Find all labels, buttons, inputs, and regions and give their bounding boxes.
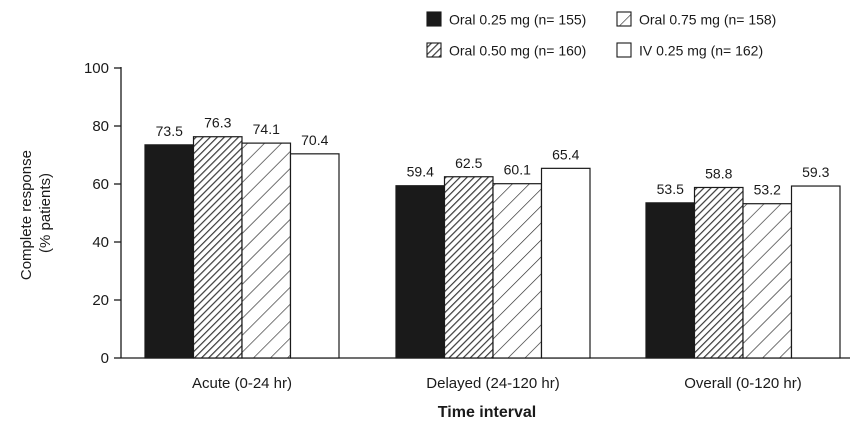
bar-value-label: 59.4 <box>407 164 434 180</box>
plot-area: 73.5 76.3 74.1 70.4 59.4 62.5 60.1 65.4 53.5 58.8… <box>144 115 841 359</box>
bar-value-label: 70.4 <box>301 132 328 148</box>
bar-value-label: 65.4 <box>552 146 579 162</box>
bar-value-label: 76.3 <box>204 115 231 131</box>
bar <box>540 167 591 359</box>
bar <box>144 144 195 359</box>
y-tick-label: 60 <box>92 176 109 193</box>
y-tick-label: 0 <box>101 350 109 367</box>
legend-label: Oral 0.25 mg (n= 155) <box>449 12 586 28</box>
x-axis: Acute (0-24 hr) Delayed (24-120 hr) Overal… <box>121 357 850 392</box>
legend-item: Oral 0.75 mg (n= 158) <box>616 11 776 28</box>
bar <box>395 185 446 359</box>
x-category-label: Delayed (24-120 hr) <box>426 375 559 392</box>
y-tick-label: 40 <box>92 234 109 251</box>
bar <box>790 185 841 359</box>
bar-value-label: 53.5 <box>657 181 684 197</box>
x-axis-title: Time interval <box>438 404 536 421</box>
legend-swatch <box>616 11 632 27</box>
bar-group: 59.4 62.5 60.1 65.4 <box>395 146 591 359</box>
bar <box>241 142 292 359</box>
x-category-label: Acute (0-24 hr) <box>192 375 292 392</box>
y-axis-title: Complete response (% patients) <box>18 146 54 280</box>
bar <box>645 202 696 359</box>
legend-swatch <box>426 42 442 58</box>
legend-swatch <box>616 42 632 58</box>
y-axis-title-line-1: Complete response <box>18 150 35 280</box>
bar <box>693 186 744 359</box>
legend-label: Oral 0.50 mg (n= 160) <box>449 43 586 59</box>
y-axis: 0 20 40 60 80 100 <box>84 60 122 367</box>
legend-label: Oral 0.75 mg (n= 158) <box>639 12 776 28</box>
bar-value-label: 60.1 <box>504 162 531 178</box>
legend: Oral 0.25 mg (n= 155) Oral 0.75 mg (n= 15… <box>426 11 776 59</box>
x-category-label: Overall (0-120 hr) <box>684 375 802 392</box>
legend-item: Oral 0.25 mg (n= 155) <box>426 11 586 28</box>
y-tick-label: 20 <box>92 292 109 309</box>
y-tick-label: 80 <box>92 118 109 135</box>
bar-group: 73.5 76.3 74.1 70.4 <box>144 115 340 359</box>
y-axis-title-line-2: (% patients) <box>37 173 54 253</box>
bar-value-label: 53.2 <box>754 182 781 198</box>
bar <box>742 203 793 359</box>
bar-value-label: 62.5 <box>455 155 482 171</box>
bar <box>192 136 243 359</box>
bar <box>443 176 494 359</box>
bar-value-label: 73.5 <box>156 123 183 139</box>
y-tick-label: 100 <box>84 60 109 77</box>
bar <box>492 183 543 359</box>
legend-item: IV 0.25 mg (n= 162) <box>616 42 763 59</box>
bar-value-label: 74.1 <box>253 121 280 137</box>
legend-swatch <box>426 11 442 27</box>
bar-value-label: 59.3 <box>802 164 829 180</box>
legend-label: IV 0.25 mg (n= 162) <box>639 43 763 59</box>
legend-item: Oral 0.50 mg (n= 160) <box>426 42 586 59</box>
bar <box>289 153 340 359</box>
bar-value-label: 58.8 <box>705 165 732 181</box>
bar-group: 53.5 58.8 53.2 59.3 <box>645 164 841 359</box>
